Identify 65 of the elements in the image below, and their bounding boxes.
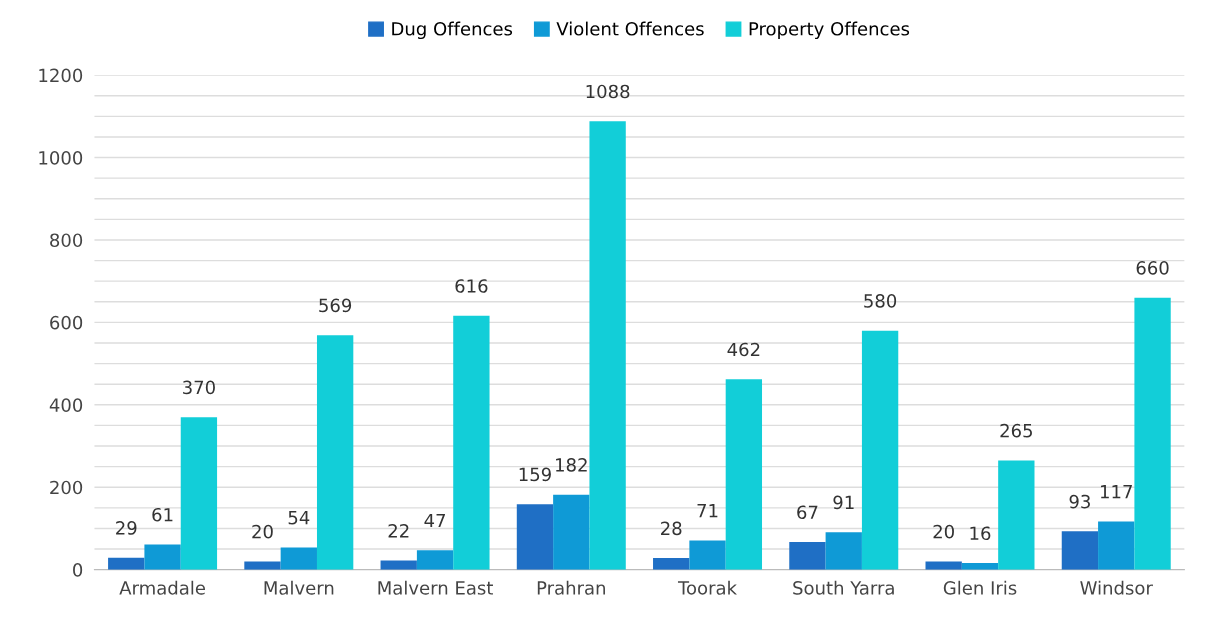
bar bbox=[553, 494, 590, 570]
y-tick-label: 1000 bbox=[39, 151, 83, 165]
data-label: 54 bbox=[288, 511, 310, 525]
data-label: 20 bbox=[933, 524, 954, 539]
x-tick-label: Armadale bbox=[119, 580, 205, 595]
data-label: 159 bbox=[519, 467, 551, 482]
data-label: 47 bbox=[424, 513, 445, 528]
bar bbox=[180, 417, 218, 570]
y-tick-label: 1200 bbox=[39, 68, 83, 83]
x-tick-label: Toorak bbox=[677, 580, 737, 595]
bar bbox=[653, 558, 690, 570]
data-label: 20 bbox=[252, 524, 273, 539]
data-label: 182 bbox=[556, 458, 587, 472]
x-tick-label: Malvern bbox=[264, 580, 334, 595]
bar bbox=[280, 547, 317, 570]
bar bbox=[516, 504, 554, 570]
data-label: 61 bbox=[152, 507, 173, 522]
bar bbox=[316, 335, 354, 570]
bar bbox=[589, 121, 626, 570]
bar bbox=[725, 379, 763, 570]
data-label: 616 bbox=[455, 279, 488, 293]
data-label: 67 bbox=[797, 505, 818, 520]
x-tick-label: Malvern East bbox=[378, 580, 493, 595]
bar bbox=[1061, 531, 1099, 570]
data-label: 117 bbox=[1100, 485, 1132, 499]
data-label: 29 bbox=[116, 521, 137, 535]
bar bbox=[1098, 521, 1135, 570]
legend-label: Property Offences bbox=[749, 21, 910, 40]
x-tick-label: South Yarra bbox=[793, 580, 894, 595]
legend-label: Violent Offences bbox=[556, 21, 704, 36]
bar bbox=[689, 540, 726, 570]
data-label: 93 bbox=[1069, 494, 1090, 509]
data-label: 16 bbox=[970, 526, 991, 541]
bar bbox=[453, 315, 490, 570]
y-tick-label: 400 bbox=[49, 398, 83, 412]
data-label: 660 bbox=[1136, 261, 1169, 275]
y-tick-label: 200 bbox=[50, 480, 83, 495]
bar bbox=[144, 544, 181, 570]
bar bbox=[108, 557, 145, 570]
data-label: 370 bbox=[183, 380, 215, 395]
x-tick-label: Glen Iris bbox=[943, 580, 1017, 595]
x-tick-label: Prahran bbox=[537, 580, 605, 595]
data-label: 265 bbox=[1000, 423, 1032, 438]
bar bbox=[925, 561, 962, 570]
y-tick-label: 0 bbox=[73, 563, 83, 577]
data-label: 569 bbox=[319, 298, 352, 313]
data-label: 1088 bbox=[586, 84, 630, 99]
bar bbox=[416, 550, 454, 570]
data-label: 28 bbox=[661, 521, 682, 536]
data-label: 580 bbox=[864, 294, 897, 308]
bar bbox=[789, 542, 826, 570]
bar bbox=[825, 532, 862, 570]
data-label: 22 bbox=[388, 523, 409, 538]
data-label: 91 bbox=[833, 495, 854, 510]
y-tick-label: 600 bbox=[50, 315, 83, 330]
bar bbox=[861, 330, 899, 570]
legend-label: Dug Offences bbox=[392, 21, 513, 40]
bar bbox=[244, 561, 281, 570]
bar bbox=[961, 563, 999, 570]
x-tick-label: Windsor bbox=[1080, 580, 1153, 595]
y-tick-label: 800 bbox=[50, 233, 83, 248]
data-label: 462 bbox=[727, 342, 760, 357]
data-label: 71 bbox=[697, 504, 718, 518]
bar bbox=[998, 460, 1035, 570]
bar bbox=[1134, 297, 1171, 570]
